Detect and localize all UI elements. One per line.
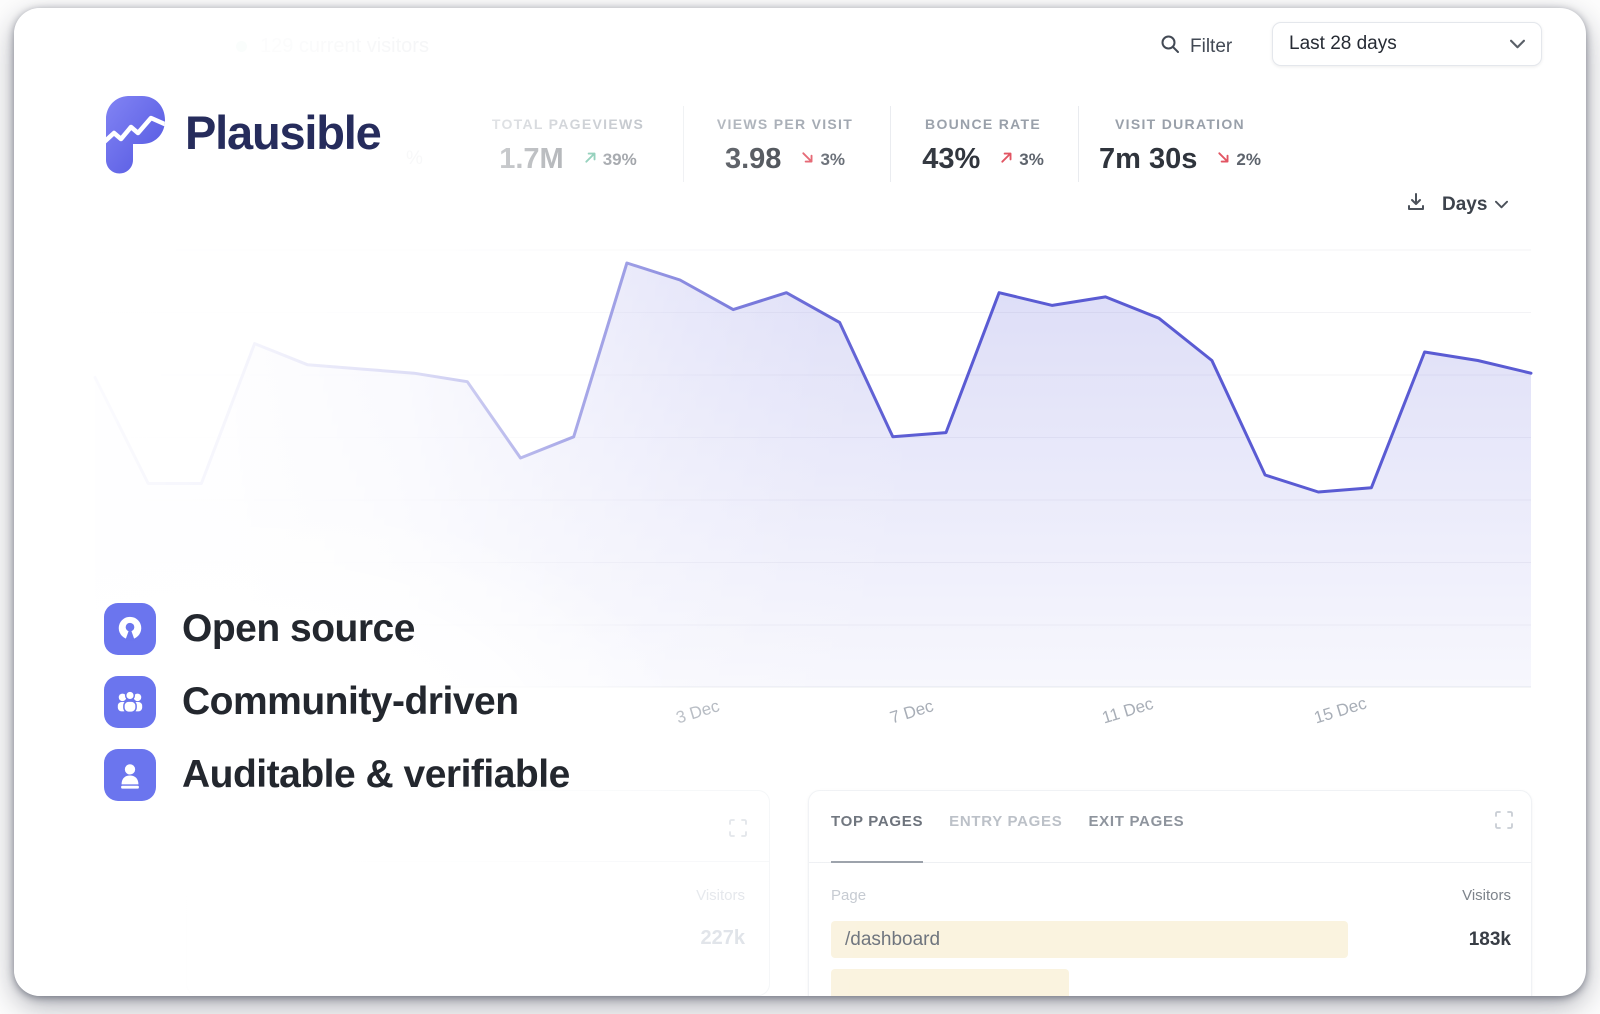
stat-change: 3% xyxy=(1019,149,1044,169)
arrow-down-right-icon xyxy=(800,150,815,170)
feature-auditable: Auditable & verifiable xyxy=(104,749,570,801)
plausible-wordmark: Plausible xyxy=(185,106,382,159)
stat-change: 39% xyxy=(602,149,637,169)
feature-community: Community-driven xyxy=(104,676,570,728)
stat-value: 43% xyxy=(922,143,981,175)
page-row[interactable] xyxy=(831,969,1511,996)
page-visitors: 183k xyxy=(1468,929,1511,950)
community-icon xyxy=(104,676,156,728)
visitors-value: 227k xyxy=(700,927,746,949)
stat-visit-duration[interactable]: VISIT DURATION 7m 30s 2% xyxy=(1070,116,1290,176)
x-tick-label: 15 Dec xyxy=(1311,693,1369,728)
feature-open-source: Open source xyxy=(104,603,570,655)
feature-list: Open source Community-driven xyxy=(104,603,570,822)
x-tick-label: 11 Dec xyxy=(1099,693,1156,728)
visitors-column-header: Visitors xyxy=(1462,887,1511,904)
x-tick-label: 7 Dec xyxy=(887,696,936,728)
stat-bounce-rate[interactable]: BOUNCE RATE 43% 3% xyxy=(873,116,1093,176)
plausible-logo: Plausible xyxy=(104,94,382,181)
tab-entry-pages[interactable]: ENTRY PAGES xyxy=(949,813,1063,830)
stat-label: TOTAL PAGEVIEWS xyxy=(491,116,645,132)
page-path: /dashboard xyxy=(845,929,941,950)
date-range-select[interactable]: Last 28 days xyxy=(1272,22,1542,66)
download-icon[interactable] xyxy=(1405,191,1427,218)
stat-value: 3.98 xyxy=(724,143,782,175)
interval-label: Days xyxy=(1442,193,1488,215)
stat-views-per-visit[interactable]: VIEWS PER VISIT 3.98 3% xyxy=(675,116,895,176)
stat-label: BOUNCE RATE xyxy=(925,116,1041,132)
feature-label: Community-driven xyxy=(182,680,519,723)
chevron-down-icon xyxy=(1510,33,1525,55)
panel-divider xyxy=(187,861,769,862)
page-row[interactable]: /dashboard 183k xyxy=(831,921,1511,958)
stat-label: VISIT DURATION xyxy=(1115,116,1245,132)
open-source-icon xyxy=(104,603,156,655)
search-icon xyxy=(1160,34,1180,60)
stamp-icon xyxy=(104,749,156,801)
page-bar xyxy=(831,969,1069,996)
date-range-value: Last 28 days xyxy=(1289,33,1397,54)
plausible-logo-icon xyxy=(104,94,167,181)
live-dot-icon xyxy=(236,41,247,52)
app-card: 129 current visitors Filter Last 28 days… xyxy=(14,8,1586,996)
expand-icon[interactable] xyxy=(1495,811,1513,834)
tab-exit-pages[interactable]: EXIT PAGES xyxy=(1088,813,1185,830)
arrow-up-right-icon xyxy=(999,150,1014,170)
faded-percent-remnant: % xyxy=(406,148,423,169)
interval-dropdown[interactable]: Days xyxy=(1442,193,1509,216)
current-visitors-label: 129 current visitors xyxy=(260,35,429,57)
arrow-down-right-icon xyxy=(1216,150,1231,170)
x-tick-label: 3 Dec xyxy=(673,696,722,728)
stat-change: 2% xyxy=(1236,149,1261,169)
stat-total-pageviews[interactable]: TOTAL PAGEVIEWS 1.7M 39% xyxy=(458,116,678,176)
tab-top-pages[interactable]: TOP PAGES xyxy=(831,813,924,830)
stat-value: 1.7M xyxy=(499,143,564,175)
stat-value: 7m 30s xyxy=(1099,143,1198,175)
active-tab-underline xyxy=(831,861,923,863)
expand-icon[interactable] xyxy=(729,819,747,842)
feature-label: Open source xyxy=(182,607,415,650)
visitors-column-header: Visitors xyxy=(696,887,745,904)
filter-button[interactable]: Filter xyxy=(1160,34,1232,60)
page-column-header: Page xyxy=(831,887,867,904)
arrow-up-right-icon xyxy=(583,150,598,170)
current-visitors[interactable]: 129 current visitors xyxy=(236,35,429,58)
filter-label: Filter xyxy=(1190,36,1233,57)
feature-label: Auditable & verifiable xyxy=(182,753,570,796)
pages-panel: TOP PAGES ENTRY PAGES EXIT PAGES Page Vi… xyxy=(808,790,1532,996)
stat-change: 3% xyxy=(820,149,846,169)
stat-label: VIEWS PER VISIT xyxy=(716,116,854,132)
